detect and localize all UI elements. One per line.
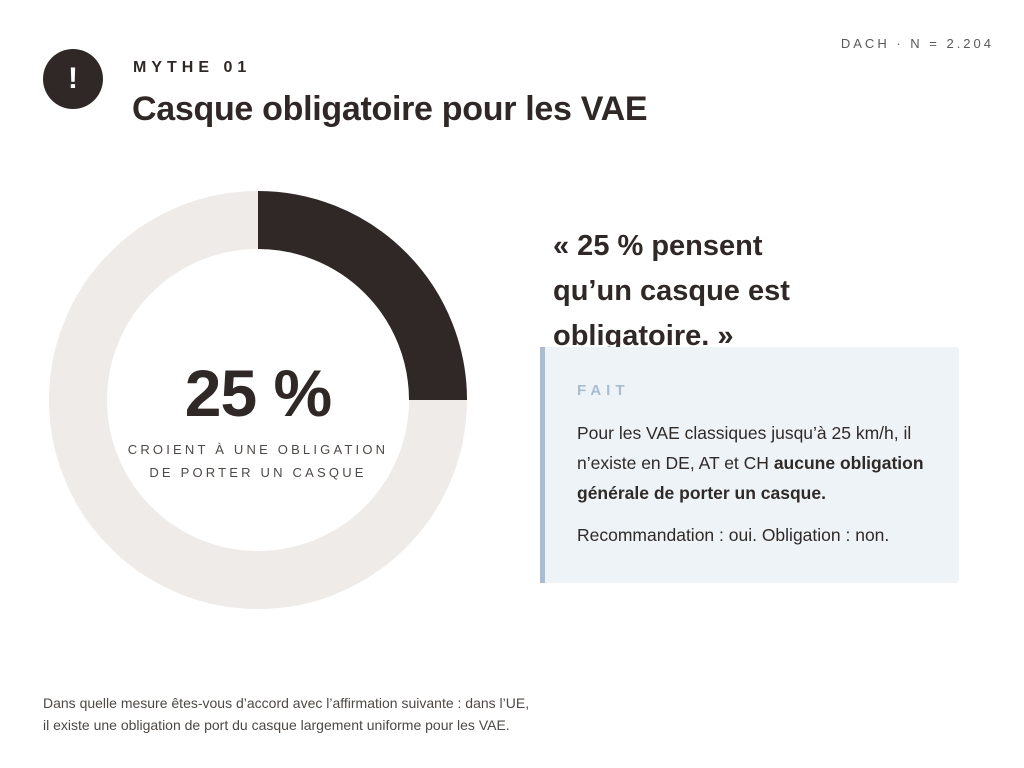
fact-body: Pour les VAE classiques jusqu’à 25 km/h,… bbox=[577, 418, 933, 508]
donut-slice-share bbox=[257, 191, 467, 401]
center-caption-line: DE PORTER UN CASQUE bbox=[149, 465, 367, 480]
quote-line: « 25 % pensent bbox=[553, 230, 763, 262]
fact-body-text: Pour les VAE classiques jusqu’à 25 km/h,… bbox=[577, 423, 912, 473]
fact-label: FAIT bbox=[577, 382, 630, 399]
center-caption-line: CROIENT À UNE OBLIGATION bbox=[127, 442, 389, 457]
quote-line: obligatoire. » bbox=[553, 320, 734, 352]
pull-quote: « 25 % pensent qu’un casque est obligato… bbox=[553, 224, 933, 359]
exclamation-icon: ! bbox=[43, 49, 103, 109]
myth-kicker: MYTHE 01 bbox=[133, 59, 252, 76]
fact-note: Recommandation : oui. Obligation : non. bbox=[577, 525, 890, 545]
fact-body-emphasis: aucune obligation générale de porter un … bbox=[577, 453, 924, 503]
page-title: Casque obligatoire pour les VAE bbox=[132, 90, 648, 128]
center-caption: CROIENT À UNE OBLIGATION DE PORTER UN CA… bbox=[98, 438, 418, 484]
center-value: 25 % bbox=[184, 356, 332, 430]
badge-glyph: ! bbox=[68, 62, 78, 95]
sample-meta: DACH · N = 2.204 bbox=[840, 36, 994, 51]
fact-box: FAIT Pour les VAE classiques jusqu’à 25 … bbox=[540, 347, 959, 583]
footnote-line: Dans quelle mesure êtes-vous d’accord av… bbox=[43, 695, 530, 711]
quote-line: qu’un casque est bbox=[553, 275, 790, 307]
question-footnote: Dans quelle mesure êtes-vous d’accord av… bbox=[43, 692, 663, 736]
footnote-line: il existe une obligation de port du casq… bbox=[43, 717, 510, 733]
donut-chart bbox=[49, 191, 467, 609]
